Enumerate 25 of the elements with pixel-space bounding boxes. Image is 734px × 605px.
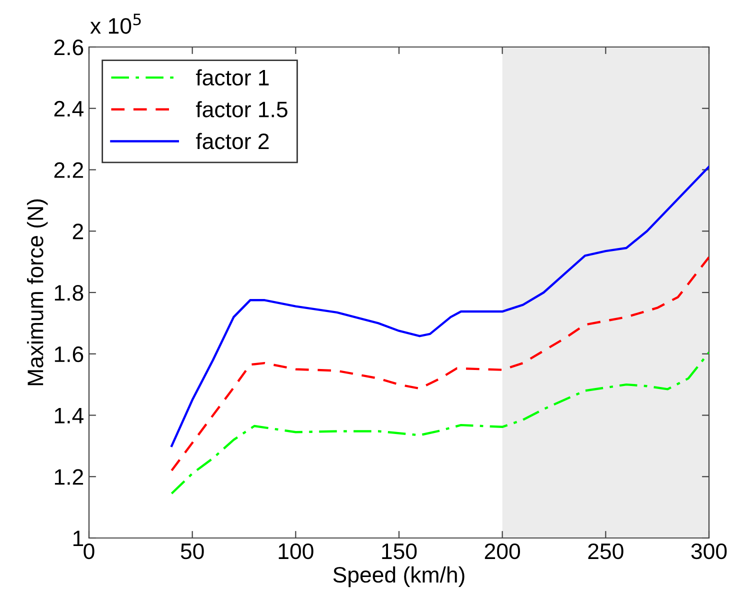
y-tick-label: 2.4	[54, 100, 84, 116]
legend-label: factor 1	[196, 69, 269, 86]
y-tick-label: 1.4	[54, 408, 84, 424]
x-tick-label: 200	[484, 543, 520, 560]
y-axis-title: Maximum force (N)	[26, 199, 48, 386]
x-axis-title: Speed (km/h)	[333, 566, 464, 588]
legend-label: factor 1.5	[196, 101, 288, 118]
x-tick-label: 250	[588, 543, 624, 560]
x-tick-label: 50	[180, 543, 204, 560]
y-tick-label: 2.2	[54, 162, 84, 178]
line-series	[170, 351, 709, 495]
line-series	[170, 256, 709, 472]
y-tick-label: 1.6	[54, 346, 84, 362]
y-tick-label: 1.2	[54, 469, 84, 485]
text: x 10$^{5}$	[90, 14, 141, 34]
x-tick-label: 150	[382, 543, 417, 560]
y-tick-label: 1.8	[54, 285, 84, 301]
line-series	[170, 166, 709, 448]
x-tick-label: 100	[278, 543, 314, 560]
legend-label: factor 2	[196, 132, 269, 150]
y-tick-label: 1	[73, 530, 84, 546]
y-tick-label: 2	[72, 224, 84, 240]
y-tick-label: 2.6	[54, 40, 84, 56]
x-tick-label: 0	[84, 543, 94, 560]
x-tick-label: 300	[691, 543, 727, 560]
